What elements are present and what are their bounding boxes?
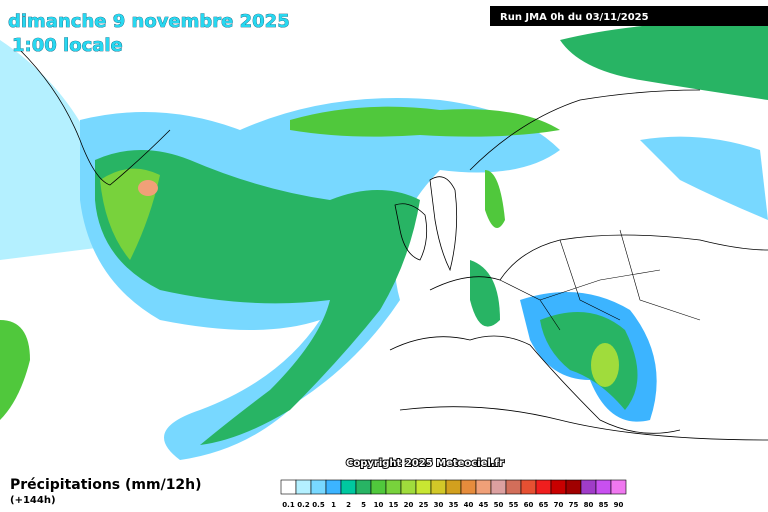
legend-label: 1 xyxy=(331,501,336,509)
legend-label: 90 xyxy=(614,501,624,509)
legend-label: 85 xyxy=(599,501,609,509)
legend-swatch xyxy=(445,479,462,495)
legend-label: 60 xyxy=(524,501,534,509)
legend-swatch xyxy=(520,479,537,495)
legend-swatch xyxy=(475,479,492,495)
legend-label: 0.5 xyxy=(312,501,325,509)
legend-swatch xyxy=(550,479,567,495)
borders xyxy=(499,229,701,331)
legend-swatch xyxy=(385,479,402,495)
lead-label: (+144h) xyxy=(10,495,56,506)
time-title: 1:00 locale xyxy=(12,35,123,56)
legend-label: 35 xyxy=(449,501,459,509)
legend-swatch xyxy=(610,479,627,495)
legend-swatch xyxy=(595,479,612,495)
precipitation-fields xyxy=(0,20,768,460)
legend-swatch xyxy=(535,479,552,495)
legend-swatch xyxy=(370,479,387,495)
legend-swatch xyxy=(580,479,597,495)
legend-label: 2 xyxy=(346,501,351,509)
legend-swatch xyxy=(280,479,297,495)
run-label: Run JMA 0h du 03/11/2025 xyxy=(500,12,649,23)
run-box xyxy=(490,6,768,26)
legend-swatch xyxy=(340,479,357,495)
legend-label: 50 xyxy=(494,501,504,509)
legend-label: 15 xyxy=(389,501,399,509)
legend-label: 10 xyxy=(374,501,384,509)
legend: 0.1 0.2 0.5 1 2 5 10 15 20 25 30 35 40 45 50 55 60 65 70 75… xyxy=(280,479,627,509)
legend-label: 5 xyxy=(361,501,366,509)
legend-label: 20 xyxy=(404,501,414,509)
variable-label: Précipitations (mm/12h) xyxy=(10,477,202,493)
legend-label: 80 xyxy=(584,501,594,509)
coastlines xyxy=(19,49,768,441)
copyright: Copyright 2025 Meteociel.fr xyxy=(346,458,504,469)
legend-label: 30 xyxy=(434,501,444,509)
legend-label: 70 xyxy=(554,501,564,509)
legend-swatch xyxy=(565,479,582,495)
legend-label: 40 xyxy=(464,501,474,509)
legend-swatch xyxy=(325,479,342,495)
legend-swatch xyxy=(460,479,477,495)
date-title: dimanche 9 novembre 2025 xyxy=(8,11,290,32)
legend-label: 75 xyxy=(569,501,579,509)
legend-swatch xyxy=(400,479,417,495)
legend-swatch xyxy=(295,479,312,495)
legend-swatch xyxy=(505,479,522,495)
legend-label: 45 xyxy=(479,501,489,509)
legend-label: 0.2 xyxy=(297,501,310,509)
legend-swatch xyxy=(415,479,432,495)
legend-swatch xyxy=(430,479,447,495)
legend-label: 0.1 xyxy=(282,501,295,509)
legend-swatch xyxy=(310,479,327,495)
legend-swatch xyxy=(490,479,507,495)
legend-swatch xyxy=(355,479,372,495)
legend-label: 55 xyxy=(509,501,519,509)
legend-label: 65 xyxy=(539,501,549,509)
legend-label: 25 xyxy=(419,501,429,509)
